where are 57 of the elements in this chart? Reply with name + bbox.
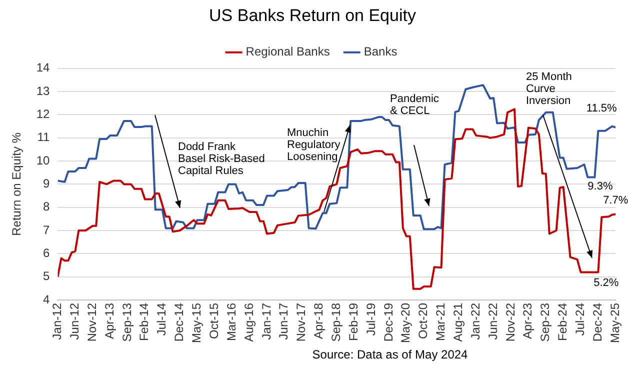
source-note: Source: Data as of May 2024 bbox=[312, 347, 468, 362]
x-tick-label: Oct-15 bbox=[206, 302, 221, 339]
y-tick-label: 9 bbox=[43, 176, 50, 191]
x-tick-label: Jun-17 bbox=[276, 302, 291, 340]
x-tick-label: May-25 bbox=[608, 302, 622, 343]
x-tick-label: May-15 bbox=[190, 302, 204, 343]
x-tick-label: Jan-12 bbox=[50, 302, 64, 340]
y-tick-label: 11 bbox=[37, 130, 50, 144]
x-tick-label: May-20 bbox=[398, 302, 413, 343]
x-tick-label: Dec-14 bbox=[172, 302, 186, 342]
x-tick-label: Sep-23 bbox=[538, 302, 552, 342]
annotation: 9.3% bbox=[588, 180, 613, 192]
legend-label: Regional Banks bbox=[246, 44, 330, 59]
x-tick-label: Feb-19 bbox=[346, 302, 360, 342]
x-tick-label: Aug-16 bbox=[242, 302, 256, 342]
x-tick-label: Jul-19 bbox=[364, 302, 378, 336]
x-tick-label: Nov-12 bbox=[84, 302, 99, 342]
x-tick-label: Mar-21 bbox=[434, 302, 448, 341]
x-tick-label: Feb-14 bbox=[137, 302, 152, 342]
x-tick-label: Jan-17 bbox=[259, 302, 274, 340]
annotation: 7.7% bbox=[603, 194, 628, 206]
x-tick-label: Feb-24 bbox=[556, 302, 570, 342]
x-tick-label: Dec-24 bbox=[590, 302, 604, 342]
x-tick-label: Aug-21 bbox=[451, 302, 466, 342]
y-tick-label: 5 bbox=[43, 269, 50, 284]
x-tick-label: Mar-16 bbox=[224, 302, 238, 341]
annotation: 11.5% bbox=[586, 102, 618, 114]
x-tick-label: Nov-17 bbox=[294, 302, 308, 342]
x-tick-label: Nov-22 bbox=[503, 302, 518, 342]
x-tick-label: Jan-22 bbox=[468, 302, 482, 340]
x-tick-label: Jun-12 bbox=[67, 302, 82, 340]
x-tick-label: Apr-13 bbox=[102, 302, 116, 340]
y-tick-label: 10 bbox=[36, 153, 50, 168]
y-tick-label: 7 bbox=[43, 222, 50, 237]
x-tick-label: Jul-24 bbox=[573, 302, 588, 336]
x-tick-label: Sep-13 bbox=[120, 302, 134, 342]
y-tick-label: 14 bbox=[36, 60, 50, 75]
x-tick-label: Apr-23 bbox=[520, 302, 535, 340]
x-tick-label: Dec-19 bbox=[381, 302, 396, 342]
y-tick-label: 8 bbox=[43, 200, 50, 214]
x-tick-label: Sep-18 bbox=[328, 302, 343, 342]
y-axis-title: Return on Equity % bbox=[10, 132, 24, 236]
y-tick-label: 13 bbox=[36, 84, 50, 98]
annotation: 5.2% bbox=[594, 277, 619, 290]
chart-title: US Banks Return on Equity bbox=[209, 6, 416, 25]
legend-label: Banks bbox=[364, 44, 398, 59]
x-tick-label: Oct-20 bbox=[416, 302, 430, 339]
y-tick-label: 12 bbox=[36, 107, 50, 122]
annotation: Pandemic & CECL bbox=[390, 93, 440, 118]
annotation: Dodd Frank Basel Risk-Based Capital Rules bbox=[178, 141, 265, 178]
x-tick-label: Jun-22 bbox=[486, 302, 500, 340]
annotation: Mnuchin Regulatory Loosening bbox=[287, 127, 341, 164]
annotation: 25 Month Curve Inversion bbox=[526, 71, 572, 108]
x-tick-label: Apr-18 bbox=[312, 302, 326, 340]
y-tick-label: 4 bbox=[43, 292, 50, 306]
y-tick-label: 6 bbox=[43, 246, 50, 260]
x-tick-label: Jul-14 bbox=[154, 302, 169, 336]
